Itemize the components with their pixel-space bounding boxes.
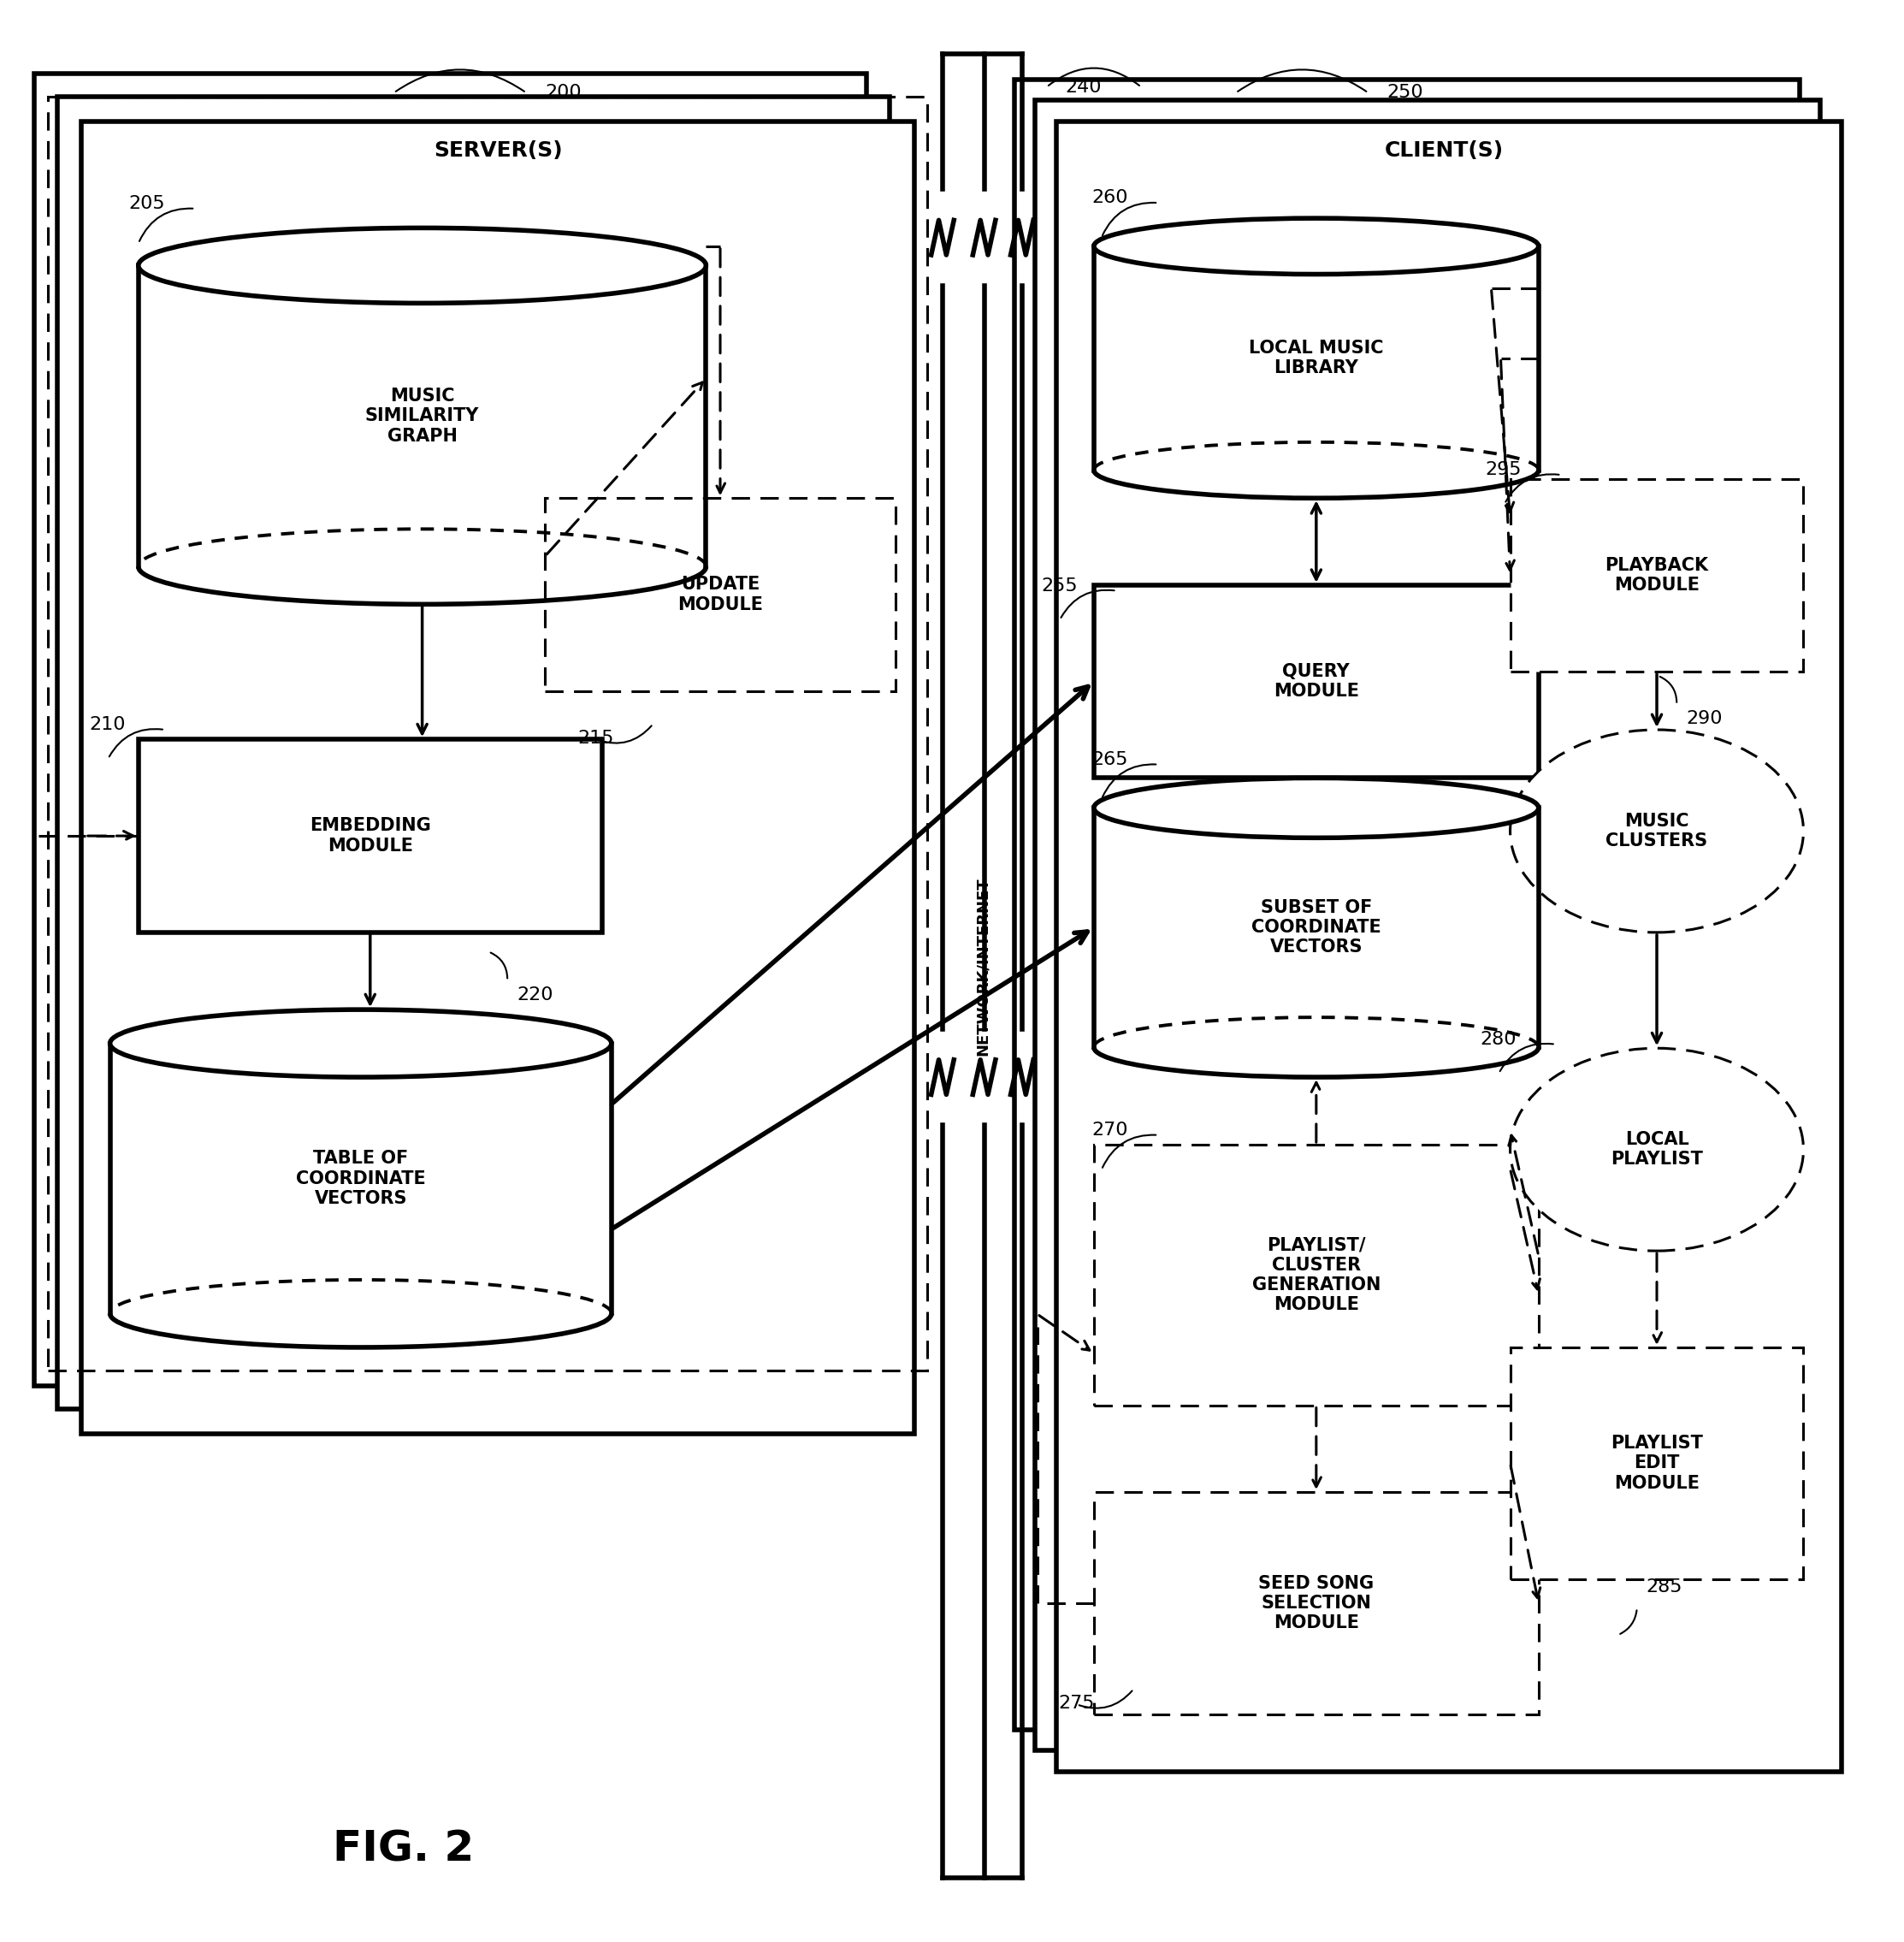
Bar — [1510, 1348, 1803, 1579]
Ellipse shape — [1095, 1018, 1538, 1078]
Text: PLAYBACK
MODULE: PLAYBACK MODULE — [1605, 557, 1708, 594]
Text: QUERY
MODULE: QUERY MODULE — [1274, 662, 1359, 699]
Bar — [34, 74, 866, 1387]
Bar — [1095, 247, 1538, 470]
Text: TABLE OF
COORDINATE
VECTORS: TABLE OF COORDINATE VECTORS — [295, 1150, 426, 1206]
Bar — [1015, 80, 1799, 1730]
Ellipse shape — [110, 1010, 611, 1078]
Text: EMBEDDING
MODULE: EMBEDDING MODULE — [310, 818, 430, 854]
Ellipse shape — [1095, 779, 1538, 837]
Text: 270: 270 — [1093, 1121, 1129, 1138]
Text: 200: 200 — [545, 84, 581, 101]
Text: LOCAL
PLAYLIST: LOCAL PLAYLIST — [1611, 1130, 1702, 1167]
Text: 210: 210 — [89, 717, 126, 734]
Text: 250: 250 — [1388, 84, 1424, 101]
Bar — [1095, 808, 1538, 1047]
Ellipse shape — [1510, 1049, 1803, 1251]
Text: 220: 220 — [516, 987, 554, 1004]
Bar — [1057, 122, 1841, 1771]
Ellipse shape — [1095, 218, 1538, 274]
Bar — [57, 97, 889, 1410]
Text: 205: 205 — [129, 194, 166, 212]
Ellipse shape — [1510, 730, 1803, 932]
Bar — [1095, 1491, 1538, 1715]
Bar — [48, 97, 927, 1371]
Ellipse shape — [139, 227, 706, 303]
Text: PLAYLIST
EDIT
MODULE: PLAYLIST EDIT MODULE — [1611, 1435, 1702, 1491]
Text: 265: 265 — [1093, 752, 1129, 767]
Text: LOCAL MUSIC
LIBRARY: LOCAL MUSIC LIBRARY — [1249, 340, 1384, 377]
Text: MUSIC
SIMILARITY
GRAPH: MUSIC SIMILARITY GRAPH — [366, 388, 480, 445]
Text: 215: 215 — [577, 730, 613, 746]
Text: NETWORK/INTERNET: NETWORK/INTERNET — [975, 878, 990, 1055]
Bar — [139, 740, 602, 932]
Text: 290: 290 — [1687, 711, 1723, 728]
Text: CLIENT(S): CLIENT(S) — [1384, 140, 1504, 161]
Text: SUBSET OF
COORDINATE
VECTORS: SUBSET OF COORDINATE VECTORS — [1251, 899, 1380, 955]
Text: 260: 260 — [1093, 188, 1129, 206]
Bar — [110, 1043, 611, 1313]
Bar — [139, 266, 706, 567]
Bar — [82, 122, 914, 1435]
Text: UPDATE
MODULE: UPDATE MODULE — [678, 577, 764, 614]
Text: PLAYLIST/
CLUSTER
GENERATION
MODULE: PLAYLIST/ CLUSTER GENERATION MODULE — [1253, 1237, 1380, 1313]
Bar — [1095, 1144, 1538, 1406]
Text: 240: 240 — [1066, 78, 1102, 95]
Text: 280: 280 — [1479, 1031, 1516, 1049]
Text: FIG. 2: FIG. 2 — [333, 1829, 474, 1870]
Text: SEED SONG
SELECTION
MODULE: SEED SONG SELECTION MODULE — [1259, 1575, 1375, 1631]
Text: 255: 255 — [1041, 577, 1078, 594]
Bar — [1036, 101, 1820, 1752]
Ellipse shape — [139, 528, 706, 604]
Text: SERVER(S): SERVER(S) — [434, 140, 562, 161]
Text: MUSIC
CLUSTERS: MUSIC CLUSTERS — [1605, 812, 1708, 849]
Text: 285: 285 — [1647, 1579, 1683, 1596]
Bar — [1510, 480, 1803, 672]
Text: 295: 295 — [1485, 462, 1521, 478]
Ellipse shape — [110, 1280, 611, 1348]
Text: 275: 275 — [1059, 1695, 1095, 1711]
Bar — [1095, 585, 1538, 779]
Ellipse shape — [1095, 443, 1538, 497]
Bar — [545, 497, 895, 691]
